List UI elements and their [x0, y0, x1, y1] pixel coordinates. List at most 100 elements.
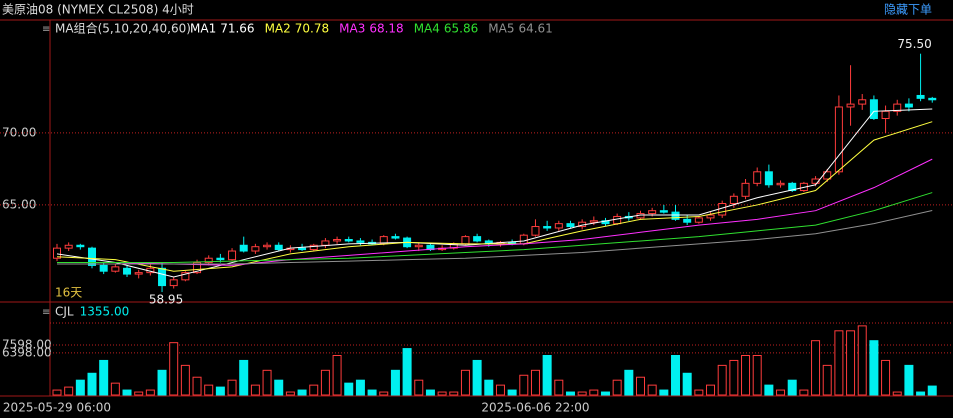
volume-bar: [64, 386, 74, 396]
candle-body: [554, 223, 563, 229]
volume-bar: [811, 340, 821, 396]
volume-bar: [52, 389, 62, 396]
volume-bar: [379, 391, 389, 396]
volume-bar: [227, 379, 237, 396]
candle-body: [519, 234, 528, 245]
candle-body: [391, 236, 400, 239]
chart-title: 美原油08 (NYMEX CL2508) 4小时: [2, 3, 194, 17]
volume-bar: [530, 369, 540, 396]
y-tick-label: 70.00: [2, 125, 36, 139]
legend-value: 64.61: [518, 22, 552, 36]
volume-bar: [682, 372, 692, 396]
volume-bar: [706, 384, 716, 396]
volume-bar: [916, 391, 926, 396]
period-label: 16天: [55, 286, 82, 300]
candle-body: [834, 106, 843, 173]
volume-bar: [834, 330, 844, 396]
legend-value: 68.18: [369, 22, 403, 36]
legend-name: MA2: [265, 22, 291, 36]
volume-bar: [565, 391, 575, 396]
candle-body: [683, 218, 692, 223]
candle-body: [99, 264, 108, 272]
candle-body: [589, 220, 598, 223]
candle-body: [543, 226, 552, 229]
legend-value: 65.86: [444, 22, 478, 36]
volume-bar: [285, 391, 295, 396]
candle-body: [916, 94, 925, 99]
volume-bar: [449, 391, 459, 396]
volume-bar: [134, 391, 144, 396]
volume-bar: [414, 379, 424, 396]
volume-bar: [600, 391, 610, 396]
extreme-label: 58.95: [149, 293, 183, 307]
extreme-label: 75.50: [897, 37, 931, 51]
candle-body: [893, 103, 902, 112]
candle-body: [811, 178, 820, 184]
volume-bar: [846, 330, 856, 396]
candle-body: [858, 99, 867, 105]
y-tick-label: 65.00: [2, 197, 36, 211]
ma-line: [57, 210, 933, 265]
volume-bar: [869, 340, 879, 396]
ma-line: [56, 121, 933, 272]
candle-body: [298, 247, 307, 251]
legend-name: MA5: [488, 22, 514, 36]
menu-icon[interactable]: ≡: [42, 24, 50, 35]
ma-line: [57, 192, 933, 264]
candle-body: [111, 266, 120, 272]
volume-bar: [636, 376, 645, 396]
candle-body: [251, 246, 260, 252]
candle-body: [764, 171, 773, 186]
candle-body: [414, 244, 423, 248]
volume-bar: [612, 379, 622, 396]
volume-bar: [484, 379, 494, 396]
volume-bar: [87, 372, 97, 396]
volume-bar: [122, 389, 132, 396]
hide-order-button[interactable]: 隐藏下单: [884, 3, 932, 17]
candle-body: [309, 244, 318, 251]
volume-bar: [192, 376, 202, 396]
candle-body: [694, 217, 703, 223]
volume-bar: [577, 391, 587, 396]
volume-bar: [239, 359, 249, 396]
volume-last-value: 1355.00: [80, 305, 130, 319]
volume-bar: [344, 382, 354, 396]
volume-bar: [764, 384, 774, 396]
candle-body: [333, 239, 342, 242]
volume-bar: [787, 379, 797, 396]
volume-bar: [367, 389, 377, 396]
candle-body: [846, 103, 855, 108]
volume-bar: [390, 369, 400, 396]
candle-body: [904, 103, 913, 108]
legend-name: MA3: [339, 22, 365, 36]
volume-tick-label: 6398.00: [2, 345, 52, 359]
candle-body: [263, 244, 272, 248]
volume-bar: [402, 348, 412, 396]
volume-bar: [320, 369, 330, 396]
candle-body: [473, 236, 482, 242]
candle-body: [461, 236, 470, 245]
candle-body: [134, 272, 143, 275]
menu-icon[interactable]: ≡: [42, 307, 50, 318]
volume-bar: [180, 364, 190, 396]
volume-bar: [659, 389, 669, 396]
candle-body: [729, 195, 738, 204]
ma-line: [56, 108, 933, 278]
volume-bar: [309, 384, 319, 396]
volume-bar: [425, 389, 435, 396]
candle-body: [531, 226, 540, 236]
candle-body: [566, 223, 575, 228]
volume-bar: [110, 382, 120, 396]
volume-bar: [507, 389, 517, 396]
volume-bar: [752, 355, 762, 396]
volume-bar: [857, 325, 867, 396]
volume-bar: [437, 391, 447, 396]
volume-bar: [904, 364, 914, 396]
volume-bar: [250, 384, 260, 396]
candle-body: [823, 171, 832, 180]
volume-bar: [927, 385, 937, 396]
candle-body: [648, 210, 657, 215]
candle-body: [869, 99, 878, 120]
candle-body: [181, 272, 190, 281]
volume-bar: [460, 369, 470, 396]
